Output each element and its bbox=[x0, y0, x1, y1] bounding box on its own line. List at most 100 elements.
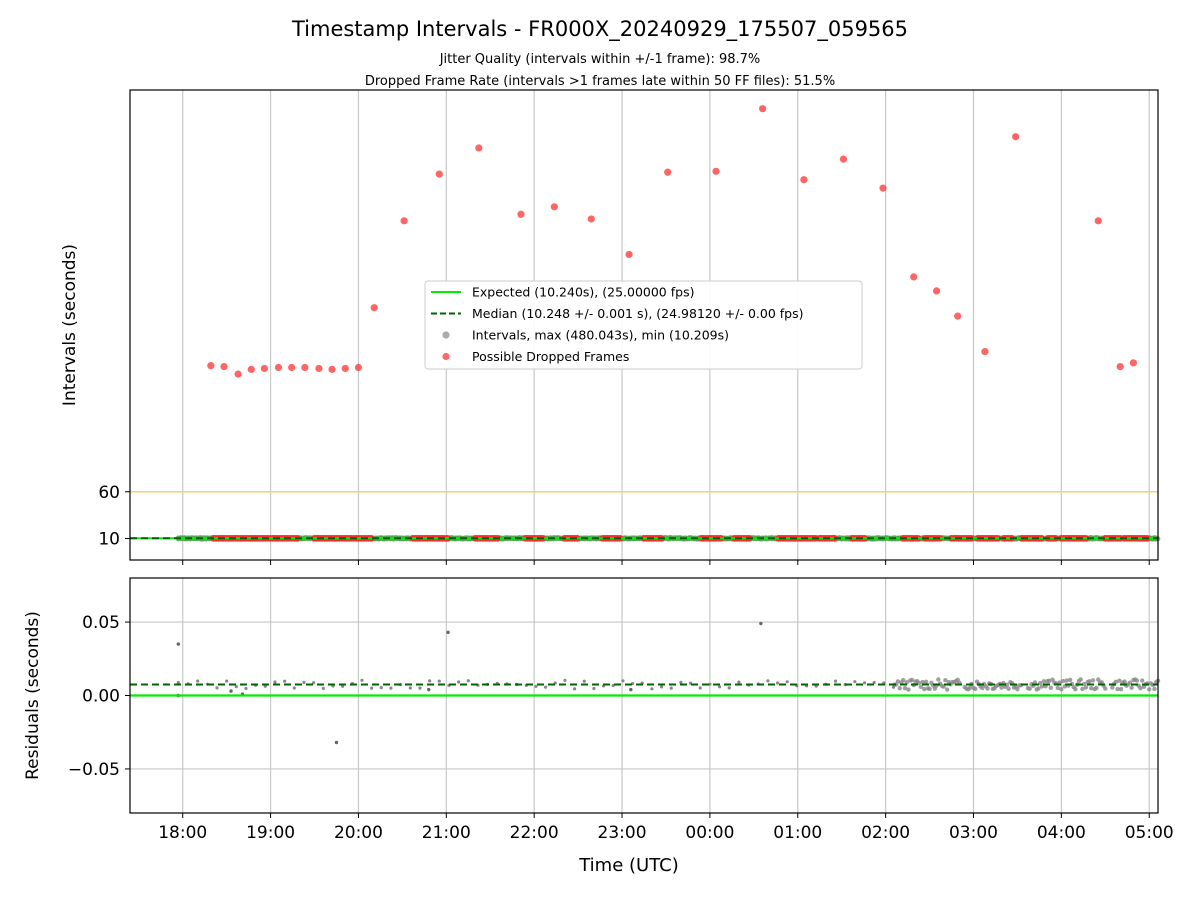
residual-outlier-point bbox=[759, 621, 763, 626]
x-tick-label: 19:00 bbox=[246, 823, 295, 843]
residual-point bbox=[428, 679, 432, 683]
residual-point bbox=[1118, 687, 1124, 692]
y-tick-label: 0.00 bbox=[82, 687, 120, 707]
dropped-frame-point bbox=[288, 363, 296, 372]
residual-point bbox=[196, 679, 200, 683]
residual-point bbox=[466, 679, 470, 683]
residual-point bbox=[1055, 685, 1061, 691]
residual-point bbox=[1067, 677, 1073, 683]
residual-point bbox=[650, 687, 654, 691]
residual-point bbox=[1087, 679, 1092, 684]
residual-point bbox=[273, 680, 277, 684]
dropped-frame-point bbox=[301, 363, 309, 372]
dropped-frame-point bbox=[328, 365, 336, 373]
dropped-frame-point bbox=[954, 312, 962, 320]
residual-point bbox=[592, 686, 596, 691]
residual-point bbox=[1083, 685, 1089, 690]
dropped-frame-point bbox=[274, 363, 283, 372]
dropped-frame-point bbox=[587, 215, 595, 223]
residual-outlier-point bbox=[446, 630, 450, 635]
residual-point bbox=[973, 686, 978, 692]
residual-point bbox=[1089, 686, 1094, 691]
residual-point bbox=[1122, 679, 1127, 684]
dropped-frame-point bbox=[517, 210, 525, 218]
residual-point bbox=[370, 686, 374, 690]
dropped-frame-point bbox=[932, 287, 941, 295]
residual-point bbox=[1117, 678, 1122, 683]
legend: Expected (10.240s), (25.00000 fps) Median… bbox=[424, 280, 863, 370]
y-tick-label: 0.05 bbox=[82, 613, 120, 633]
dropped-frame-point bbox=[839, 155, 848, 163]
residual-point bbox=[717, 685, 722, 689]
residual-point bbox=[621, 679, 625, 683]
residual-point bbox=[572, 687, 577, 691]
residual-point bbox=[785, 680, 789, 684]
dropped-frame-point bbox=[435, 170, 443, 178]
y-axis-label: Residuals (seconds) bbox=[23, 611, 43, 780]
x-tick-label: 04:00 bbox=[1037, 823, 1086, 843]
residual-point bbox=[215, 686, 219, 690]
x-tick-label: 00:00 bbox=[685, 823, 734, 843]
residual-point bbox=[669, 686, 673, 690]
residual-point bbox=[872, 680, 876, 685]
legend-label: Expected (10.240s), (25.00000 fps) bbox=[472, 285, 694, 300]
residual-point bbox=[920, 679, 925, 685]
y-tick-label: 60 bbox=[98, 483, 120, 503]
legend-dot-swatch bbox=[442, 331, 450, 339]
residual-point bbox=[985, 686, 990, 691]
residual-point bbox=[563, 678, 567, 682]
dropped-frame-point bbox=[220, 362, 228, 371]
dropped-frame-point bbox=[475, 144, 483, 152]
dropped-frame-point bbox=[400, 217, 408, 225]
residual-point bbox=[1147, 687, 1152, 692]
residual-point bbox=[302, 680, 306, 684]
legend-label: Median (10.248 +/- 0.001 s), (24.98120 +… bbox=[472, 306, 803, 321]
residual-point bbox=[1046, 678, 1052, 684]
residual-point bbox=[1015, 686, 1020, 692]
residual-point bbox=[1127, 680, 1133, 685]
dropped-frame-point bbox=[207, 362, 215, 370]
residual-outlier-point bbox=[229, 689, 233, 693]
residual-point bbox=[967, 685, 973, 690]
residual-point bbox=[833, 679, 838, 683]
residual-point bbox=[1064, 678, 1069, 683]
chart-title: Timestamp Intervals - FR000X_20240929_17… bbox=[291, 17, 908, 42]
residual-point bbox=[389, 686, 393, 690]
dropped-frame-point bbox=[354, 363, 363, 372]
residual-outlier-point bbox=[427, 687, 431, 692]
x-tick-label: 05:00 bbox=[1125, 823, 1174, 843]
residual-point bbox=[1152, 686, 1157, 692]
residual-point bbox=[437, 679, 441, 683]
residual-point bbox=[1036, 686, 1041, 691]
dropped-frame-point bbox=[981, 348, 989, 356]
residual-point bbox=[1078, 677, 1083, 682]
residual-point bbox=[1099, 680, 1104, 685]
residual-point bbox=[283, 679, 287, 683]
residual-point bbox=[1094, 685, 1099, 691]
x-tick-label: 23:00 bbox=[598, 823, 647, 843]
residual-point bbox=[944, 687, 950, 692]
residual-point bbox=[897, 685, 902, 691]
residual-point bbox=[1113, 679, 1119, 685]
residual-point bbox=[936, 677, 941, 682]
residual-point bbox=[1027, 686, 1032, 691]
chart-subtitle-1: Jitter Quality (intervals within +/-1 fr… bbox=[439, 52, 761, 67]
residual-point bbox=[1090, 678, 1096, 683]
residual-point bbox=[225, 679, 229, 683]
residual-point bbox=[999, 685, 1004, 690]
residual-point bbox=[1073, 686, 1078, 692]
legend-dot-swatch bbox=[442, 352, 450, 361]
legend-label: Possible Dropped Frames bbox=[472, 349, 629, 364]
dropped-frame-point bbox=[1012, 133, 1020, 141]
residual-point bbox=[927, 686, 932, 692]
residual-point bbox=[1115, 686, 1120, 692]
residual-point bbox=[543, 685, 548, 689]
residual-point bbox=[582, 679, 586, 683]
x-tick-label: 18:00 bbox=[158, 823, 207, 843]
x-tick-label: 21:00 bbox=[422, 823, 471, 843]
residual-point bbox=[418, 686, 422, 690]
residual-point bbox=[234, 685, 238, 689]
residual-point bbox=[176, 680, 180, 685]
residual-point bbox=[408, 686, 412, 690]
residual-point bbox=[923, 679, 929, 685]
